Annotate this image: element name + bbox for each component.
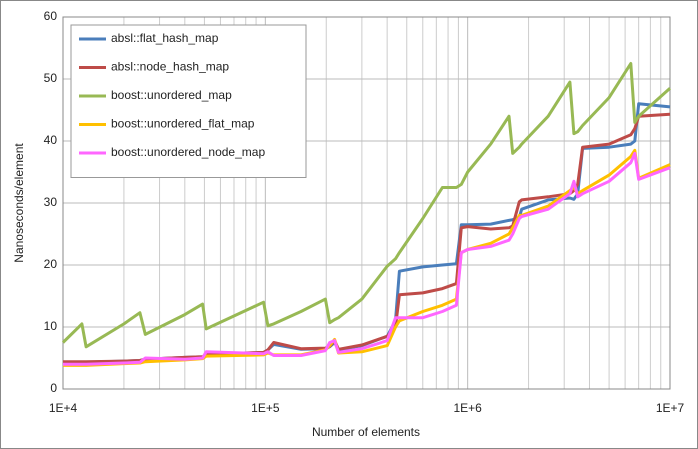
x-tick-label: 1E+5 [251,401,280,415]
plot-border [62,16,671,390]
y-tick-label: 0 [50,381,57,395]
legend-label: boost::unordered_map [111,88,232,102]
y-tick-label: 40 [44,133,58,147]
series-line [61,62,671,349]
x-tick-label: 1E+6 [453,401,482,415]
y-tick-label: 30 [44,195,58,209]
legend-label: absl::node_hash_map [111,60,229,74]
x-axis-label: Number of elements [312,425,420,439]
series-line [63,151,671,366]
x-tick-label: 1E+7 [656,401,685,415]
legend-label: boost::unordered_flat_map [111,117,255,131]
legend-label: boost::unordered_node_map [111,145,265,159]
x-tick-label: 1E+4 [49,401,78,415]
y-axis-label: Nanoseconds/element [12,143,26,263]
legend: absl::flat_hash_mapabsl::node_hash_mapbo… [70,24,307,178]
y-tick-label: 10 [44,319,58,333]
legend-label: absl::flat_hash_map [111,31,219,45]
y-tick-label: 60 [44,9,58,23]
y-tick-label: 20 [44,257,58,271]
legend-box [70,24,307,178]
y-tick-label: 50 [44,71,58,85]
